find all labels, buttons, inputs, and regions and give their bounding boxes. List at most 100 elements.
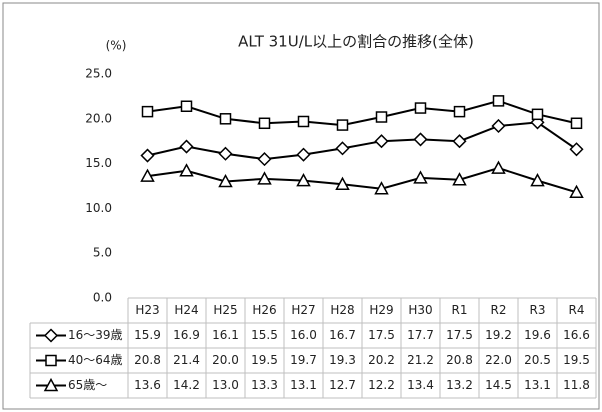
x-tick-label: H28 bbox=[330, 303, 354, 317]
marker bbox=[296, 147, 311, 162]
marker bbox=[179, 163, 194, 177]
marker bbox=[375, 111, 388, 123]
marker bbox=[452, 134, 467, 149]
table-value: 21.2 bbox=[407, 353, 434, 367]
table-value: 13.2 bbox=[446, 378, 473, 392]
table-value: 19.5 bbox=[251, 353, 278, 367]
marker bbox=[453, 105, 466, 118]
marker bbox=[491, 160, 506, 174]
marker bbox=[413, 132, 428, 147]
marker bbox=[258, 117, 271, 130]
x-tick-label: H25 bbox=[213, 303, 237, 317]
table-value: 17.5 bbox=[446, 328, 473, 342]
marker bbox=[374, 181, 389, 195]
series-line bbox=[147, 121, 578, 161]
x-tick-label: H23 bbox=[135, 303, 159, 317]
y-tick-label: 20.0 bbox=[85, 111, 112, 125]
marker bbox=[297, 115, 310, 128]
marker bbox=[531, 108, 544, 121]
y-tick-label: 5.0 bbox=[93, 246, 112, 260]
table-value: 12.2 bbox=[368, 378, 395, 392]
table-value: 15.9 bbox=[134, 328, 161, 342]
marker bbox=[218, 146, 233, 161]
marker bbox=[257, 152, 272, 167]
marker bbox=[452, 172, 467, 186]
marker bbox=[219, 113, 232, 125]
table-value: 13.1 bbox=[290, 378, 317, 392]
x-tick-label: R1 bbox=[452, 303, 468, 317]
chart-title: ALT 31U/L以上の割合の推移(全体) bbox=[238, 33, 474, 51]
x-tick-label: H26 bbox=[252, 303, 276, 317]
table-value: 19.2 bbox=[485, 328, 512, 342]
x-tick-label: H27 bbox=[291, 303, 315, 317]
x-tick-label: R3 bbox=[530, 303, 546, 317]
table-value: 16.9 bbox=[173, 328, 200, 342]
table-value: 13.4 bbox=[407, 378, 434, 392]
marker bbox=[336, 119, 349, 131]
legend-marker bbox=[43, 377, 59, 392]
table-value: 16.1 bbox=[212, 328, 239, 342]
table-value: 19.7 bbox=[290, 353, 317, 367]
table-value: 13.3 bbox=[251, 378, 278, 392]
table-value: 16.6 bbox=[563, 328, 590, 342]
marker bbox=[492, 95, 505, 107]
x-tick-label: H24 bbox=[174, 303, 198, 317]
table-value: 14.2 bbox=[173, 378, 200, 392]
marker bbox=[180, 100, 193, 113]
y-tick-label: 10.0 bbox=[85, 201, 112, 215]
table-value: 22.0 bbox=[485, 353, 512, 367]
table-value: 13.6 bbox=[134, 378, 161, 392]
marker bbox=[414, 102, 427, 114]
marker bbox=[374, 134, 389, 149]
marker bbox=[569, 184, 584, 199]
table-value: 20.2 bbox=[368, 353, 395, 367]
table-value: 20.8 bbox=[134, 353, 161, 367]
marker bbox=[335, 141, 350, 156]
legend-marker bbox=[43, 328, 59, 343]
marker bbox=[218, 173, 233, 188]
marker bbox=[140, 168, 155, 182]
y-tick-label: 0.0 bbox=[93, 291, 112, 305]
table-value: 11.8 bbox=[563, 378, 590, 392]
table-value: 19.3 bbox=[329, 353, 356, 367]
marker bbox=[179, 139, 194, 154]
legend-label: 40〜64歳 bbox=[68, 353, 123, 367]
marker bbox=[413, 170, 428, 184]
table-value: 15.5 bbox=[251, 328, 278, 342]
table-value: 19.5 bbox=[563, 353, 590, 367]
table-value: 13.1 bbox=[524, 378, 551, 392]
table-value: 12.7 bbox=[329, 378, 356, 392]
table-value: 16.7 bbox=[329, 328, 356, 342]
table-value: 20.0 bbox=[212, 353, 239, 367]
y-axis-label: (%) bbox=[106, 39, 127, 53]
x-tick-label: R4 bbox=[569, 303, 585, 317]
table-value: 13.0 bbox=[212, 378, 239, 392]
marker bbox=[140, 148, 155, 163]
y-tick-label: 25.0 bbox=[85, 67, 112, 81]
table-value: 17.7 bbox=[407, 328, 434, 342]
x-tick-label: R2 bbox=[491, 303, 507, 317]
table-value: 14.5 bbox=[485, 378, 512, 392]
x-tick-label: H30 bbox=[408, 303, 432, 317]
marker bbox=[257, 171, 272, 185]
table-value: 19.6 bbox=[524, 328, 551, 342]
table-value: 20.5 bbox=[524, 353, 551, 367]
y-tick-label: 15.0 bbox=[85, 156, 112, 170]
marker bbox=[296, 173, 311, 187]
marker bbox=[491, 118, 506, 134]
marker bbox=[335, 176, 350, 190]
marker bbox=[570, 117, 583, 130]
series-line bbox=[147, 167, 577, 194]
marker bbox=[569, 142, 584, 157]
marker bbox=[530, 173, 545, 187]
legend-label: 16〜39歳 bbox=[68, 328, 123, 342]
legend-marker bbox=[45, 354, 57, 367]
table-value: 21.4 bbox=[173, 353, 200, 367]
x-tick-label: H29 bbox=[369, 303, 393, 317]
marker bbox=[141, 105, 154, 118]
table-value: 17.5 bbox=[368, 328, 395, 342]
legend-label: 65歳〜 bbox=[68, 378, 107, 392]
table-value: 20.8 bbox=[446, 353, 473, 367]
